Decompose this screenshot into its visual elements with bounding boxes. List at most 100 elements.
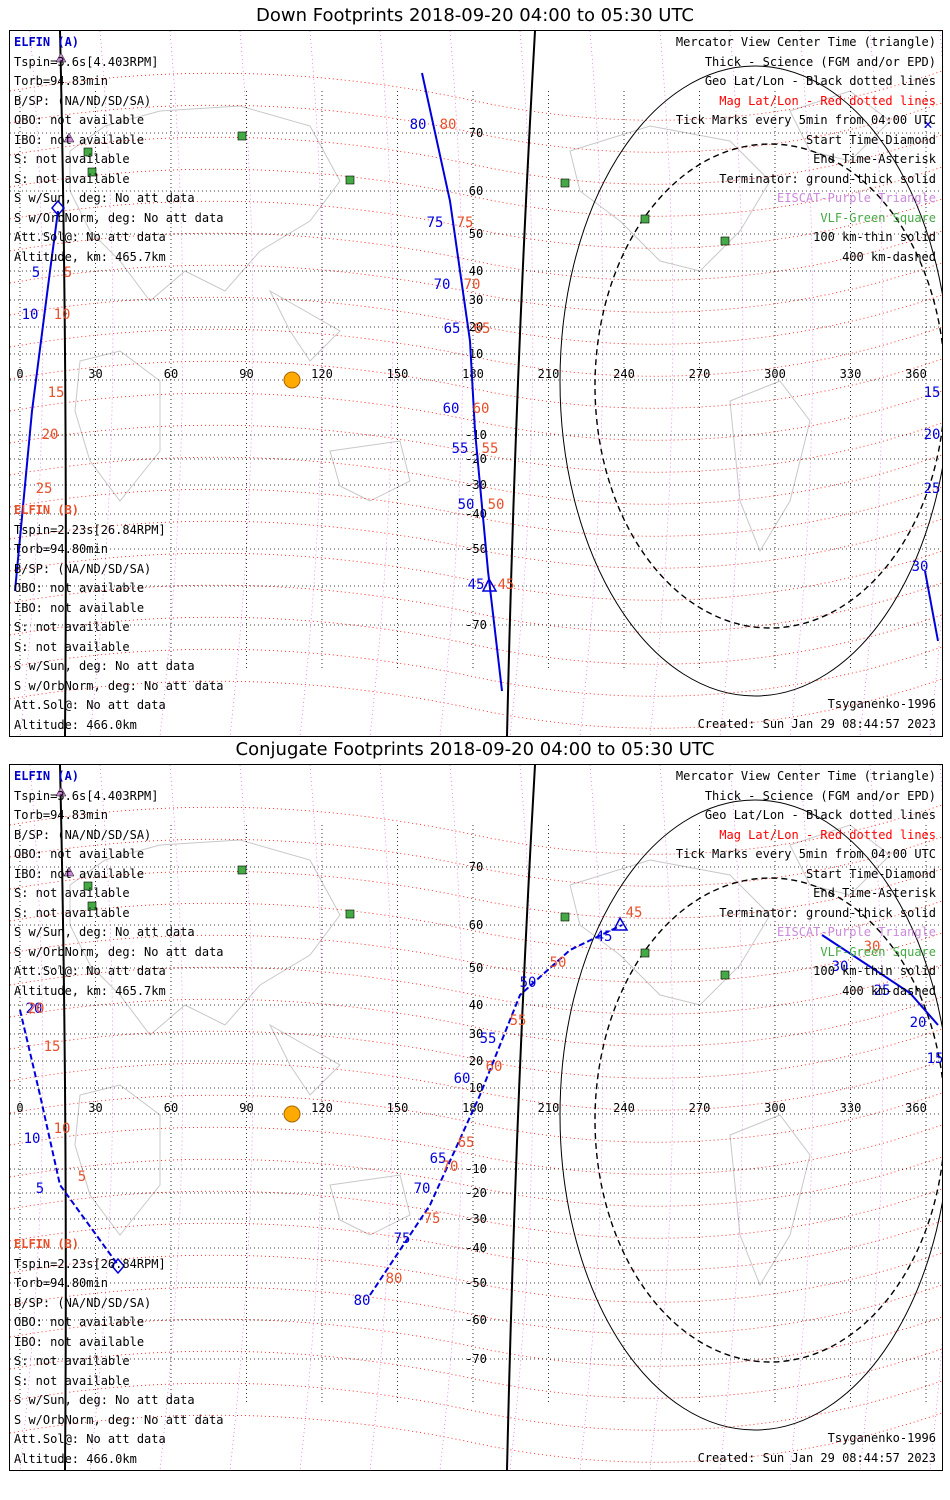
legend-entry: End Time-Asterisk — [813, 152, 936, 166]
track-a-tick-label: 55 — [480, 1031, 497, 1047]
info-line: Altitude: 466.0km — [14, 1451, 137, 1466]
info-line: Torb=94.83min — [14, 74, 108, 88]
legend-entry: 400 km-dashed — [842, 983, 936, 998]
legend-entry: Thick - Science (FGM and/or EPD) — [704, 788, 936, 803]
landmass-outline — [69, 839, 341, 1036]
track-a-mlat-label: 45 — [626, 905, 643, 921]
mag-lat-line — [10, 134, 942, 185]
track-a-mlat-label: 55 — [482, 441, 499, 457]
mag-lon-line — [649, 765, 674, 1470]
info-line: IBO: not available — [14, 132, 145, 147]
track-b-mlat-label: 25 — [36, 481, 53, 497]
landmass-outline — [69, 105, 341, 302]
info-line: OBO: not available — [14, 1315, 145, 1329]
legend-entry: EISCAT-Purple Triangle — [777, 925, 936, 939]
lat-tick-label: -70 — [465, 1352, 487, 1366]
legend-entry: Tick Marks every 5min from 04:00 UTC — [675, 847, 936, 861]
info-line: OBO: not available — [14, 113, 145, 127]
sun-marker — [283, 371, 301, 389]
track-a-mlat-label: 75 — [424, 1211, 441, 1227]
mag-lat-line — [10, 294, 942, 345]
legend-entry: Terminator: ground-thick solid — [719, 171, 936, 186]
mag-lat-line — [10, 1092, 942, 1143]
model-label: Tsyganenko-1996 — [827, 697, 936, 711]
mag-lat-line — [10, 102, 942, 153]
vlf-station-marker — [83, 881, 93, 891]
created-label: Created: Sun Jan 29 08:44:57 2023 — [697, 1450, 936, 1465]
eiscat-marker — [55, 786, 67, 797]
mag-lat-line — [10, 262, 942, 313]
track-b-tick-label: 5 — [32, 265, 40, 281]
vlf-station-marker — [560, 912, 570, 922]
mag-lon-line — [579, 31, 604, 736]
eiscat-marker — [55, 52, 67, 63]
lat-tick-label: 50 — [469, 961, 483, 975]
track-a-tick-label: 50 — [458, 497, 475, 513]
track-a-tick-label: 75 — [427, 215, 444, 231]
info-line: Tspin=2.23s[26.84RPM] — [14, 522, 166, 537]
legend-entry: 100 km-thin solid — [813, 230, 936, 244]
track-b-tick-label: 25 — [924, 481, 941, 497]
track-b-mlat-label: 5 — [78, 1169, 86, 1185]
lat-tick-label: -40 — [465, 1241, 487, 1255]
track-b-tick-label: 10 — [22, 307, 39, 323]
info-line: S w/Sun, deg: No att data — [14, 659, 195, 673]
mag-lat-line — [10, 454, 942, 505]
vlf-station-marker — [237, 131, 247, 141]
lat-tick-label: -70 — [465, 618, 487, 632]
lat-tick-label: -10 — [465, 1162, 487, 1176]
track-a-tick-label: 70 — [434, 277, 451, 293]
info-line: Att.Sol@: No att data — [14, 698, 166, 712]
track-a-tick-label: 65 — [444, 321, 461, 337]
mag-lat-line — [10, 198, 942, 249]
elfin-b-track — [14, 210, 59, 592]
mag-lat-line — [10, 166, 942, 217]
vlf-station-marker — [345, 175, 355, 185]
map-canvas: 0 30 60 90 120 150 180 210 240 270 300 330 360 70 60 50… — [10, 765, 942, 1470]
track-a-mlat-label: 60 — [486, 1059, 503, 1075]
lon-tick-label: 270 — [689, 367, 711, 381]
lat-tick-label: 50 — [469, 227, 483, 241]
legend-entry: EISCAT-Purple Triangle — [777, 191, 936, 205]
lat-tick-label: -30 — [465, 478, 487, 492]
mag-lat-line — [10, 964, 942, 1015]
info-line: Tspin=3.6s[4.403RPM] — [14, 788, 159, 803]
info-line: Att.Sol@: No att data — [14, 964, 166, 978]
mag-lat-line — [10, 1380, 942, 1431]
track-b-mlat-label: 15 — [44, 1039, 61, 1055]
lon-tick-label: 30 — [88, 367, 102, 381]
lat-tick-label: 10 — [469, 347, 483, 361]
info-line: S w/Sun, deg: No att data — [14, 191, 195, 205]
footprint-100km-outline — [559, 799, 942, 1431]
lon-tick-label: 60 — [164, 1101, 178, 1115]
track-a-tick-label: 25 — [874, 983, 891, 999]
mag-lon-line — [439, 31, 464, 736]
conjugate-footprints-map: 0 30 60 90 120 150 180 210 240 270 300 330 360 70 60 50… — [9, 764, 943, 1471]
mag-lat-line — [10, 1156, 942, 1207]
lat-tick-label: -30 — [465, 1212, 487, 1226]
lon-tick-label: 120 — [311, 1101, 333, 1115]
legend-entry: Mercator View Center Time (triangle) — [675, 769, 936, 783]
track-b-tick-label: 20 — [26, 1001, 43, 1017]
mag-lat-line — [10, 1220, 942, 1271]
landmass-outline — [268, 289, 341, 362]
panel-2-title: Conjugate Footprints 2018-09-20 04:00 to… — [235, 739, 715, 760]
info-line: Altitude, km: 465.7km — [14, 983, 166, 998]
mag-lat-line — [10, 614, 942, 665]
mag-lon-line — [299, 31, 324, 736]
track-a-tick-label: 30 — [832, 959, 849, 975]
legend-entry: Start Time-Diamond — [805, 866, 936, 881]
created-label: Created: Sun Jan 29 08:44:57 2023 — [697, 716, 936, 731]
eiscat-marker — [63, 132, 75, 143]
info-line: Torb=94.80min — [14, 1276, 108, 1290]
mercator-center-triangle — [612, 916, 629, 931]
mag-lat-line — [10, 996, 942, 1047]
info-line: S: not available — [14, 905, 130, 920]
track-a-tick-label: 50 — [520, 975, 537, 991]
panel-1-title: Down Footprints 2018-09-20 04:00 to 05:3… — [256, 5, 694, 26]
lon-tick-label: 300 — [764, 367, 786, 381]
vlf-station-marker — [640, 948, 650, 958]
mag-lat-line — [10, 932, 942, 983]
mag-lat-line — [10, 646, 942, 697]
eiscat-marker — [63, 866, 75, 877]
